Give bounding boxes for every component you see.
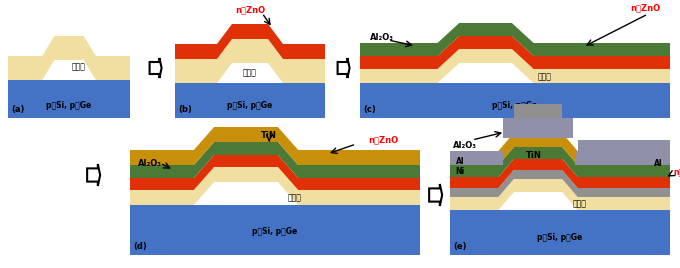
Polygon shape xyxy=(175,39,325,83)
Polygon shape xyxy=(150,58,162,78)
Polygon shape xyxy=(450,159,670,188)
Bar xyxy=(175,83,325,118)
Text: Al: Al xyxy=(653,158,662,168)
Text: TiN: TiN xyxy=(526,151,541,159)
Polygon shape xyxy=(450,170,670,197)
Text: (e): (e) xyxy=(453,242,466,251)
Bar xyxy=(8,80,130,118)
Bar xyxy=(577,140,670,151)
Polygon shape xyxy=(130,155,420,190)
Text: p型Si, p型Ge: p型Si, p型Ge xyxy=(227,100,273,110)
Text: Al₂O₃: Al₂O₃ xyxy=(138,158,162,168)
Text: Al₂O₃: Al₂O₃ xyxy=(370,34,394,43)
Text: (d): (d) xyxy=(133,242,147,251)
Polygon shape xyxy=(360,23,670,56)
Bar xyxy=(514,104,562,118)
Text: n型ZnO: n型ZnO xyxy=(235,6,265,14)
Polygon shape xyxy=(429,184,442,206)
Bar xyxy=(450,210,670,255)
Polygon shape xyxy=(8,36,130,80)
Text: p型Si, p型Ge: p型Si, p型Ge xyxy=(492,100,538,110)
Polygon shape xyxy=(450,179,670,210)
Text: TiN: TiN xyxy=(261,131,277,140)
Text: 絶縁膜: 絶縁膜 xyxy=(243,69,257,77)
Text: n型ZnO: n型ZnO xyxy=(673,168,680,177)
Polygon shape xyxy=(175,24,325,59)
Polygon shape xyxy=(87,164,100,186)
Text: n型ZnO: n型ZnO xyxy=(368,136,398,144)
Text: 絶縁膜: 絶縁膜 xyxy=(573,199,587,209)
Text: Al: Al xyxy=(456,157,464,166)
Polygon shape xyxy=(337,58,350,78)
Bar xyxy=(519,118,558,133)
Polygon shape xyxy=(450,147,670,177)
Bar xyxy=(130,205,420,255)
Text: p型Si, p型Ge: p型Si, p型Ge xyxy=(252,228,298,236)
Text: (c): (c) xyxy=(363,105,376,114)
Text: Al₂O₃: Al₂O₃ xyxy=(453,140,477,150)
Bar xyxy=(503,118,573,138)
Polygon shape xyxy=(130,167,420,205)
Text: (b): (b) xyxy=(178,105,192,114)
Polygon shape xyxy=(130,142,420,178)
Text: Ni: Ni xyxy=(456,168,464,177)
Text: (a): (a) xyxy=(11,105,24,114)
Polygon shape xyxy=(130,127,420,165)
Polygon shape xyxy=(360,49,670,83)
Text: p型Si, p型Ge: p型Si, p型Ge xyxy=(46,100,92,110)
Polygon shape xyxy=(450,133,670,165)
Text: 絶縁膜: 絶縁膜 xyxy=(72,62,86,72)
Text: 絶縁膜: 絶縁膜 xyxy=(538,73,552,81)
Bar xyxy=(507,118,570,133)
Text: p型Si, p型Ge: p型Si, p型Ge xyxy=(537,233,583,241)
Text: 絶縁膜: 絶縁膜 xyxy=(288,193,302,203)
Bar xyxy=(360,83,670,118)
Polygon shape xyxy=(360,36,670,69)
Bar xyxy=(450,151,503,165)
Bar xyxy=(575,151,670,165)
Text: n型ZnO: n型ZnO xyxy=(630,3,660,13)
